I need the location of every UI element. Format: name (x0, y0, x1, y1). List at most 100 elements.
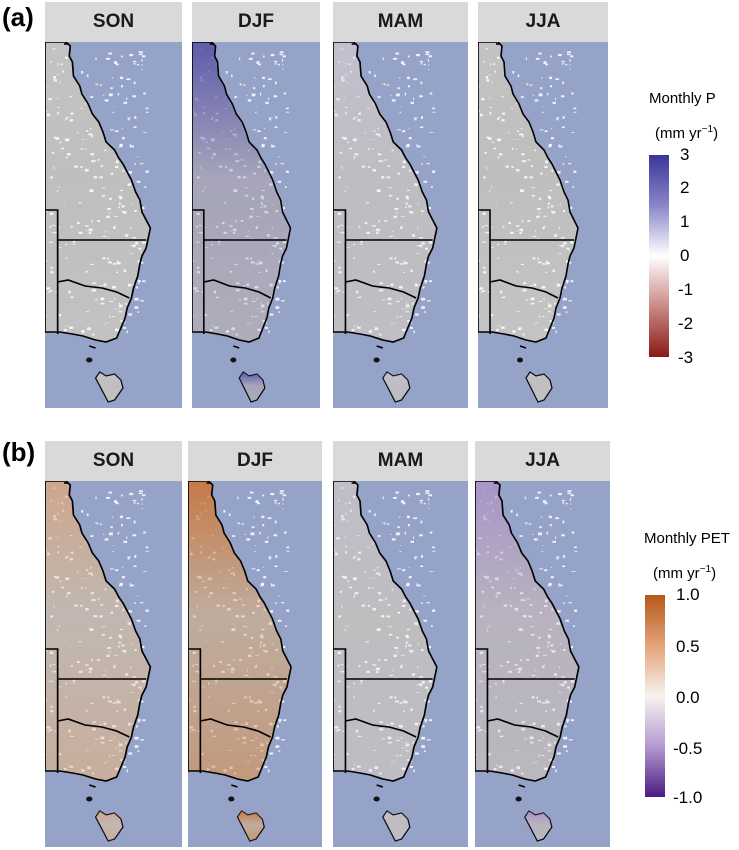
land-pixel (105, 57, 110, 60)
land-pixel (565, 595, 568, 597)
land-pixel (424, 721, 427, 723)
land-pixel (282, 494, 287, 497)
land-pixel (389, 94, 392, 96)
land-pixel (129, 583, 132, 585)
land-pixel (254, 77, 256, 79)
anomaly-tint (478, 42, 578, 342)
land-pixel (141, 508, 143, 509)
land-pixel (274, 62, 277, 65)
land-pixel (547, 92, 549, 96)
land-pixel (119, 143, 123, 147)
land-pixel (282, 64, 284, 66)
land-pixel (406, 143, 410, 147)
land-pixel (415, 313, 419, 316)
land-pixel (252, 129, 257, 131)
land-pixel (134, 736, 139, 740)
land-pixel (127, 118, 130, 121)
land-pixel (428, 55, 432, 58)
land-pixel (426, 602, 430, 604)
land-pixel (141, 59, 143, 62)
anomaly-tint (45, 42, 151, 342)
land-pixel (123, 540, 128, 543)
land-pixel (416, 584, 421, 587)
land-pixel (127, 557, 130, 560)
land-pixel (425, 492, 430, 495)
land-pixel (264, 761, 267, 763)
unit-base: (mm yr (655, 125, 702, 142)
land-pixel (395, 93, 400, 97)
land-pixel (557, 171, 561, 174)
state-border (475, 648, 489, 773)
tick-label-precip-0: 0 (680, 246, 690, 265)
land-pixel (286, 609, 290, 612)
state-border (345, 718, 417, 738)
land-pixel (138, 51, 143, 54)
land-pixel (119, 582, 123, 586)
land-pixel (283, 92, 287, 95)
land-pixel (541, 112, 544, 114)
land-pixel (556, 313, 561, 316)
land-pixel (121, 576, 125, 579)
tick-label-precip-neg3: -3 (678, 348, 694, 367)
land-pixel (260, 146, 265, 148)
land-pixel (263, 127, 265, 130)
land-pixel (407, 494, 410, 497)
land-pixel (552, 322, 555, 324)
land-pixel (268, 330, 270, 334)
land-pixel (133, 62, 136, 65)
land-pixel (239, 57, 241, 61)
land-pixel (142, 494, 146, 497)
land-pixel (136, 63, 140, 66)
land-pixel (420, 126, 424, 129)
land-pixel (397, 129, 402, 131)
land-pixel (133, 565, 137, 568)
land-pixel (399, 551, 402, 553)
land-pixel (416, 144, 418, 146)
land-pixel (428, 280, 432, 283)
land-pixel (275, 555, 278, 558)
land-pixel (264, 540, 269, 543)
land-pixel (557, 53, 562, 57)
land-pixel (570, 280, 574, 283)
land-pixel (126, 517, 131, 520)
land-pixel (398, 77, 401, 79)
land-pixel (374, 74, 376, 78)
land-pixel (427, 700, 430, 703)
land-pixel (552, 101, 556, 104)
land-pixel (277, 63, 280, 66)
land-pixel (237, 496, 239, 500)
land-pixel (391, 538, 396, 541)
land-pixel (137, 280, 141, 283)
land-pixel (386, 84, 390, 86)
land-pixel (574, 609, 578, 612)
tasmania-tint (239, 372, 265, 402)
land-pixel (564, 286, 567, 289)
island-dot (515, 796, 522, 802)
land-pixel (421, 745, 425, 748)
land-pixel (421, 297, 426, 301)
land-pixel (413, 769, 415, 773)
land-pixel (134, 306, 139, 309)
anomaly-tint (45, 481, 151, 781)
land-pixel (561, 60, 565, 63)
land-pixel (129, 145, 134, 148)
land-pixel (129, 492, 134, 496)
land-pixel (555, 517, 560, 520)
land-pixel (413, 97, 415, 100)
land-pixel (540, 516, 543, 518)
land-pixel (423, 156, 426, 158)
coastline (333, 42, 438, 343)
land-pixel (538, 52, 542, 55)
land-pixel (138, 53, 143, 56)
land-pixel (144, 186, 147, 188)
tasmania-tint (237, 811, 265, 841)
land-pixel (431, 186, 433, 188)
state-border (519, 345, 527, 349)
state-borders (45, 43, 147, 349)
anomaly-tint (475, 481, 579, 781)
land-pixel (562, 81, 565, 85)
land-pixel (562, 565, 566, 568)
land-pixel (108, 93, 113, 97)
land-pixel (551, 326, 556, 329)
land-pixel (278, 311, 281, 313)
